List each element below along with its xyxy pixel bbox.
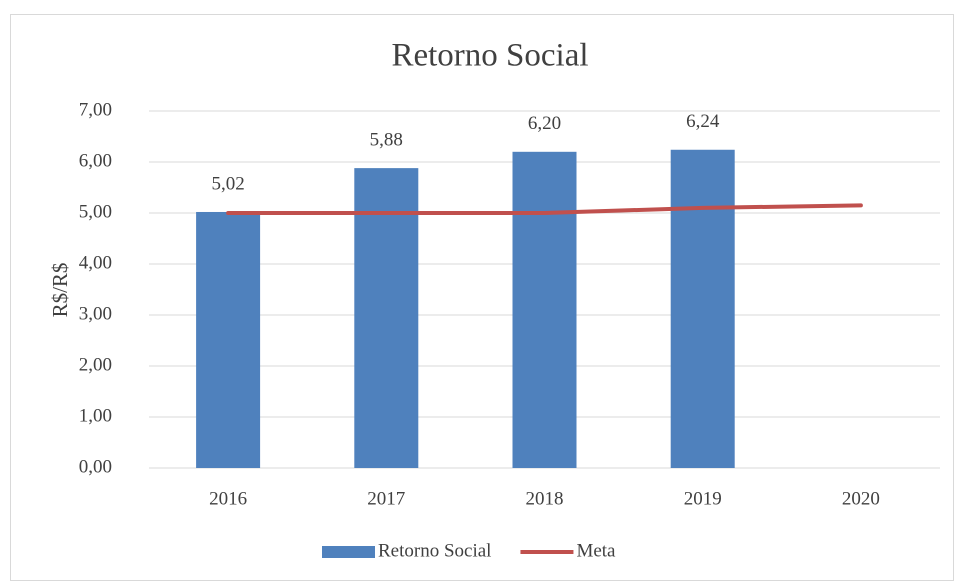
bar (512, 151, 577, 469)
bar (670, 149, 735, 468)
y-tick-label: 3,00 (79, 303, 112, 324)
y-axis-label: R$/R$ (48, 263, 72, 318)
y-tick-label: 7,00 (79, 99, 112, 120)
legend-label: Retorno Social (378, 540, 491, 561)
x-tick-label: 2020 (842, 488, 880, 509)
x-tick-label: 2019 (684, 488, 722, 509)
bar (196, 211, 261, 469)
legend-label: Meta (576, 540, 616, 561)
x-tick-label: 2016 (209, 488, 247, 509)
y-tick-label: 5,00 (79, 201, 112, 222)
chart-border (10, 14, 954, 581)
data-label: 6,24 (686, 111, 720, 132)
legend-swatch (322, 546, 375, 558)
x-tick-label: 2018 (526, 488, 564, 509)
y-tick-label: 6,00 (79, 150, 112, 171)
bar (354, 168, 419, 468)
data-label: 5,88 (370, 129, 403, 150)
y-tick-label: 4,00 (79, 252, 112, 273)
y-tick-label: 0,00 (79, 456, 112, 477)
x-tick-label: 2017 (367, 488, 405, 509)
data-label: 5,02 (211, 173, 244, 194)
data-label: 6,20 (528, 113, 561, 134)
line (226, 203, 863, 215)
y-tick-label: 1,00 (79, 405, 112, 426)
y-tick-label: 2,00 (79, 354, 112, 375)
chart-title: Retorno Social (391, 38, 588, 74)
